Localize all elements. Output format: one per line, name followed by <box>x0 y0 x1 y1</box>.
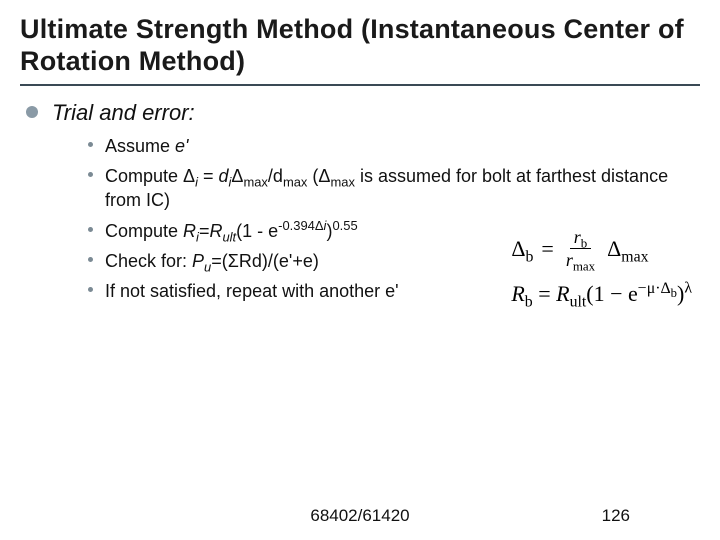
page-title: Ultimate Strength Method (Instantaneous … <box>20 14 700 78</box>
text: = <box>203 166 219 186</box>
sup-lambda: λ <box>684 280 692 297</box>
paren-open: (1 − e <box>586 281 638 306</box>
text: /d <box>268 166 283 186</box>
text: =( <box>211 251 228 271</box>
text: Compute <box>105 221 183 241</box>
slide-container: Ultimate Strength Method (Instantaneous … <box>0 0 720 540</box>
exp-mu-delta: −μ·Δ <box>638 280 671 297</box>
sym-delta: Δ <box>607 236 621 261</box>
sym-R: R <box>511 281 524 306</box>
equation-rb: Rb = Rult(1 − e−μ·Δb)λ <box>511 281 692 307</box>
section-heading: Trial and error: <box>52 100 195 126</box>
list-item: Compute Δi = diΔmax/dmax (Δmax is assume… <box>88 164 694 213</box>
text: Check for: <box>105 251 192 271</box>
fraction: rb rmax <box>562 228 599 269</box>
bullet-l2-icon <box>88 227 93 232</box>
text: Rd)/(e'+e) <box>239 251 319 271</box>
sub-b: b <box>525 293 533 310</box>
sub-max: max <box>621 248 648 265</box>
text: (1 - e <box>236 221 278 241</box>
text: = <box>199 221 210 241</box>
eq-lhs: Δb <box>511 236 533 262</box>
frac-den: rmax <box>562 249 599 269</box>
frac-num: rb <box>570 228 592 249</box>
equation-block: Δb = rb rmax Δmax Rb = Rult(1 − e−μ·Δb)λ <box>511 228 692 307</box>
sym-delta: Δ <box>511 236 525 261</box>
eq-sign: = <box>541 236 553 262</box>
bullet-l2-icon <box>88 172 93 177</box>
bullet-l2-icon <box>88 142 93 147</box>
var-e-prime: e' <box>175 136 188 156</box>
text: ( <box>307 166 318 186</box>
item-text: If not satisfied, repeat with another e' <box>105 279 399 303</box>
sym-r: r <box>574 227 581 247</box>
item-text: Compute Δi = diΔmax/dmax (Δmax is assume… <box>105 164 694 213</box>
text: Assume <box>105 136 175 156</box>
sub-max: max <box>573 259 595 274</box>
item-text: Compute Ri=Rult(1 - e-0.394Δi)0.55 <box>105 219 358 243</box>
sym-R: R <box>556 281 569 306</box>
text: Compute <box>105 166 183 186</box>
sym-r: r <box>566 250 573 270</box>
sub-b: b <box>525 248 533 265</box>
bullet-l2-icon <box>88 257 93 262</box>
sub-ult: ult <box>570 293 587 310</box>
eq-sign: = <box>538 281 556 306</box>
text: is assumed for bolt at farthest distance… <box>105 166 668 210</box>
page-number: 126 <box>602 506 630 526</box>
item-text: Assume e' <box>105 134 188 158</box>
eq-rhs: Δmax <box>607 236 648 262</box>
item-text: Check for: Pu=(ΣRd)/(e'+e) <box>105 249 319 273</box>
bullet-l2-icon <box>88 287 93 292</box>
equation-delta-b: Δb = rb rmax Δmax <box>511 228 692 269</box>
bullet-l1-icon <box>26 106 38 118</box>
list-item: Assume e' <box>88 134 694 158</box>
section-row: Trial and error: <box>26 100 700 126</box>
sup-exp: −μ·Δb <box>638 280 677 297</box>
